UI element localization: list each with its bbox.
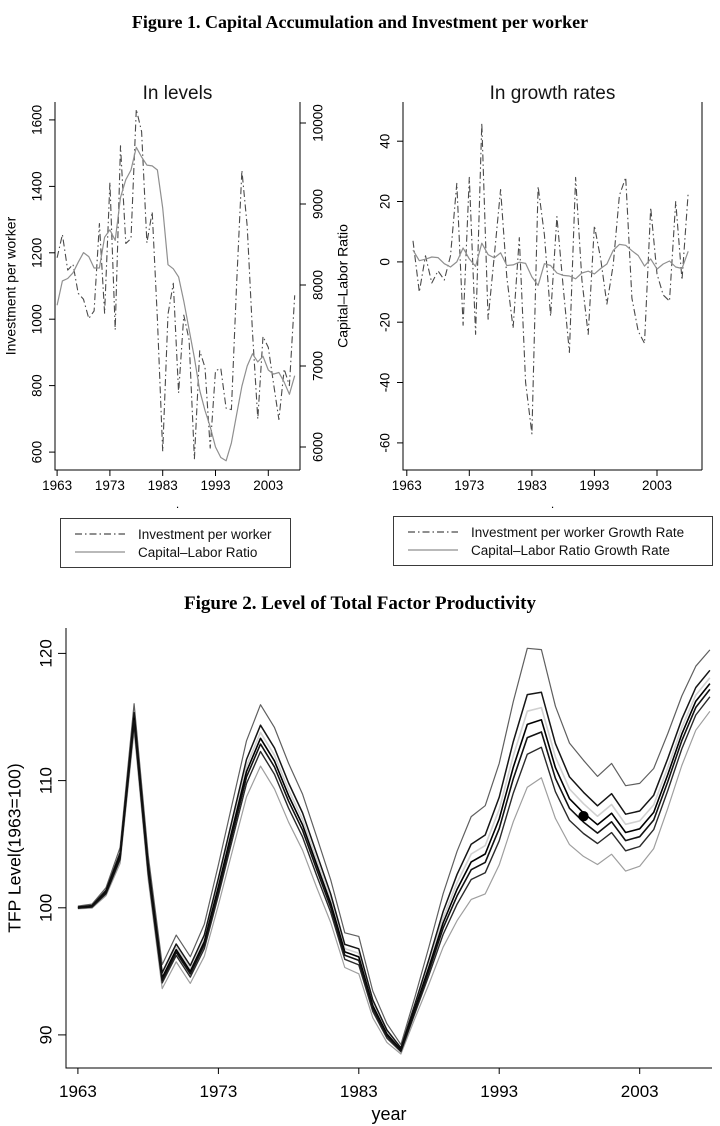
figure1-title: Figure 1. Capital Accumulation and Inves… (131, 12, 589, 32)
svg-text:1993: 1993 (480, 1082, 518, 1101)
legend-item-capital-labor-growth: Capital–Labor Ratio Growth Rate (394, 543, 712, 558)
dashdot-line-sample-icon (75, 533, 125, 535)
svg-text:.: . (176, 497, 179, 510)
svg-text:40: 40 (378, 134, 393, 149)
svg-text:7000: 7000 (311, 351, 326, 381)
levels-chart: 600 800 1000 1200 1400 1600 Investment per wor… (0, 80, 360, 510)
growth-rates-chart: -60 -40 -20 0 20 40 1963 1973 1983 1993 2003. (360, 80, 720, 510)
figure2-title: Figure 2. Level of Total Factor Producti… (184, 593, 536, 614)
tfp-level-chart: 90 100 110 120 TFP Level(1963=100) 1963 1973 19… (0, 620, 720, 1126)
svg-text:-20: -20 (378, 312, 393, 332)
legend-label: Investment per worker (138, 526, 272, 542)
svg-text:2003: 2003 (621, 1082, 659, 1101)
svg-text:-40: -40 (378, 373, 393, 393)
svg-text:0: 0 (378, 258, 393, 266)
growth-panel-subtitle: In growth rates (489, 83, 616, 104)
svg-text:120: 120 (36, 639, 55, 667)
svg-text:1993: 1993 (200, 478, 230, 493)
svg-text:1963: 1963 (392, 478, 422, 493)
svg-text:20: 20 (378, 194, 393, 209)
svg-text:1000: 1000 (30, 304, 45, 334)
svg-text:6000: 6000 (311, 432, 326, 462)
svg-text:110: 110 (36, 767, 55, 794)
svg-text:Capital–Labor Ratio: Capital–Labor Ratio (335, 224, 351, 348)
svg-text:2003: 2003 (253, 478, 283, 493)
svg-text:1400: 1400 (30, 171, 45, 201)
svg-text:TFP Level(1963=100): TFP Level(1963=100) (5, 763, 25, 932)
solid-line-sample-icon (408, 549, 458, 551)
legend-item-investment-growth: Investment per worker Growth Rate (394, 525, 712, 540)
svg-text:1963: 1963 (59, 1082, 97, 1101)
svg-text:-60: -60 (378, 433, 393, 453)
svg-text:90: 90 (36, 1025, 55, 1044)
svg-text:1973: 1973 (454, 478, 484, 493)
legend-item-capital-labor: Capital–Labor Ratio (61, 545, 290, 560)
svg-text:10000: 10000 (311, 104, 326, 142)
svg-text:1600: 1600 (30, 105, 45, 135)
svg-text:1200: 1200 (30, 238, 45, 268)
svg-text:1983: 1983 (517, 478, 547, 493)
svg-text:1963: 1963 (42, 478, 72, 493)
growth-legend: Investment per worker Growth Rate Capita… (393, 516, 713, 566)
svg-text:9000: 9000 (311, 189, 326, 219)
levels-panel-subtitle: In levels (142, 83, 213, 104)
svg-text:Investment per worker: Investment per worker (3, 216, 19, 355)
svg-text:year: year (371, 1104, 406, 1124)
svg-text:8000: 8000 (311, 270, 326, 300)
svg-text:1983: 1983 (148, 478, 178, 493)
svg-text:2003: 2003 (642, 478, 672, 493)
legend-label: Capital–Labor Ratio (138, 544, 258, 560)
svg-text:1973: 1973 (199, 1082, 237, 1101)
levels-legend: Investment per worker Capital–Labor Rati… (60, 518, 291, 568)
svg-text:1983: 1983 (340, 1082, 378, 1101)
dashdot-line-sample-icon (408, 531, 458, 533)
svg-text:100: 100 (36, 894, 55, 922)
svg-text:600: 600 (30, 441, 45, 464)
legend-label: Capital–Labor Ratio Growth Rate (471, 542, 670, 558)
svg-text:.: . (551, 497, 554, 510)
legend-label: Investment per worker Growth Rate (471, 524, 685, 540)
legend-item-investment: Investment per worker (61, 527, 290, 542)
solid-line-sample-icon (75, 551, 125, 553)
svg-text:1993: 1993 (579, 478, 609, 493)
svg-text:1973: 1973 (95, 478, 125, 493)
svg-text:800: 800 (30, 374, 45, 397)
